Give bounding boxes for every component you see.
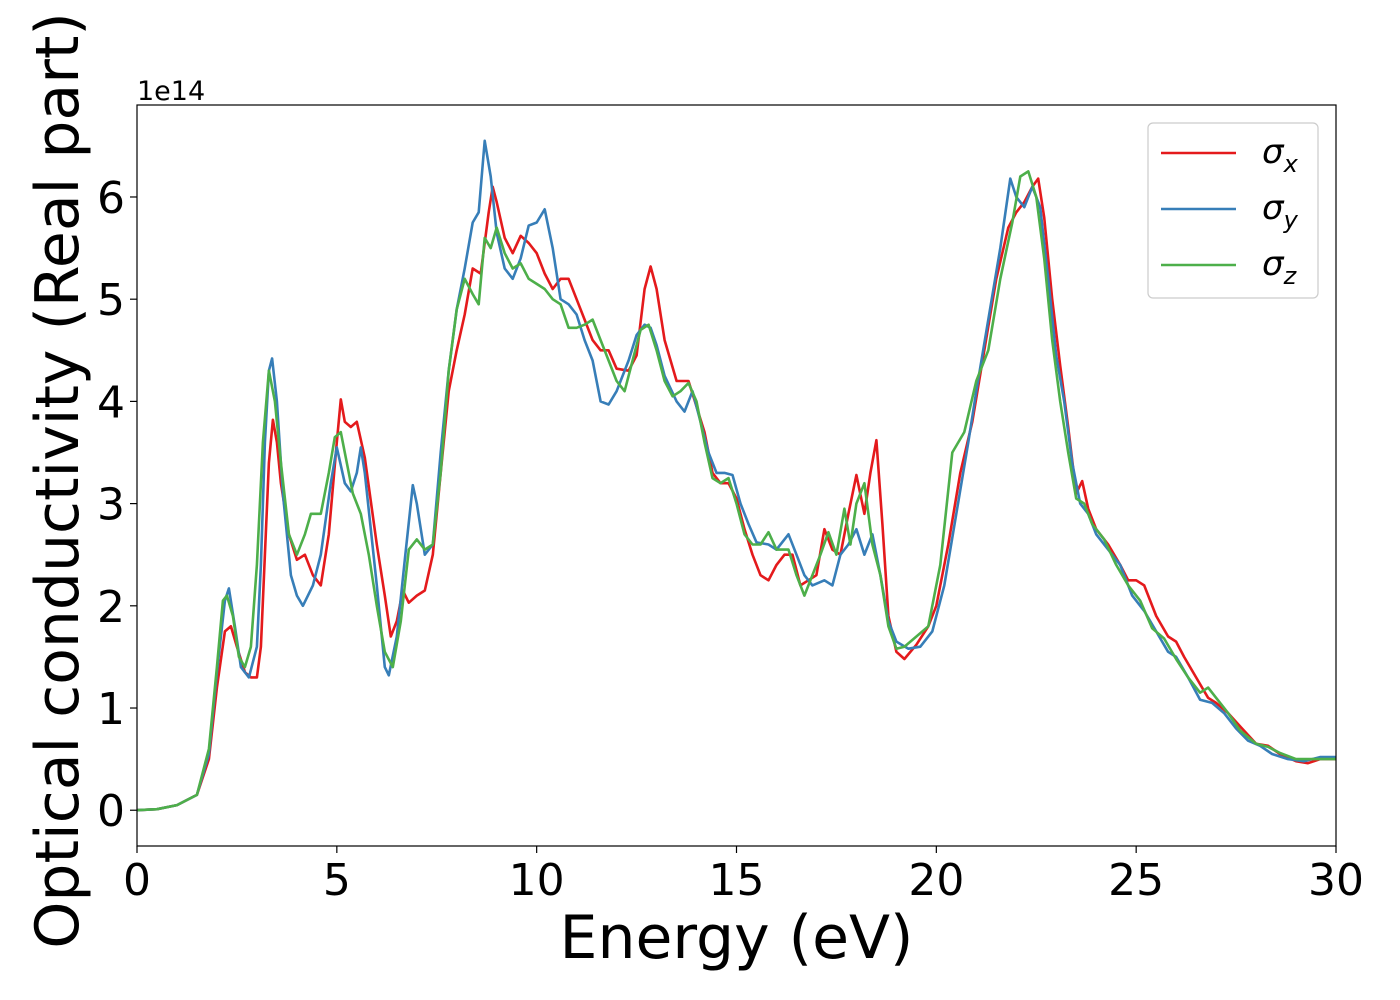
y-tick-label: 6: [97, 173, 125, 224]
x-axis-title: Energy (eV): [560, 903, 914, 973]
x-tick-label: 5: [323, 855, 351, 906]
y-tick-label: 0: [97, 786, 125, 837]
y-tick-label: 2: [97, 582, 125, 633]
x-tick-label: 30: [1308, 855, 1364, 906]
x-tick-label: 25: [1108, 855, 1164, 906]
legend-label-x: σx: [1262, 132, 1299, 178]
y-offset-label: 1e14: [137, 76, 205, 107]
legend-box: [1147, 122, 1319, 299]
legend: σx σy σz: [1147, 122, 1319, 299]
x-tick-label: 20: [908, 855, 964, 906]
x-tick-label: 15: [709, 855, 765, 906]
tick-group: 0 5 10 15 20 25 30 0 1 2 3 4 5 6: [97, 173, 1364, 906]
series-line-z: [136, 170, 1336, 812]
y-tick-label: 3: [97, 480, 125, 531]
y-axis-title: Optical conductivity (Real part): [23, 12, 93, 949]
series-group: [136, 139, 1336, 812]
x-tick-label: 10: [509, 855, 565, 906]
y-tick-label: 1: [97, 684, 125, 735]
series-line-x: [136, 177, 1336, 812]
x-tick-label: 0: [123, 855, 151, 906]
legend-label-y: σy: [1262, 188, 1299, 234]
legend-label-z: σz: [1262, 244, 1298, 290]
y-tick-label: 4: [97, 377, 125, 428]
y-tick-label: 5: [97, 275, 125, 326]
plot-frame: [136, 104, 1337, 847]
